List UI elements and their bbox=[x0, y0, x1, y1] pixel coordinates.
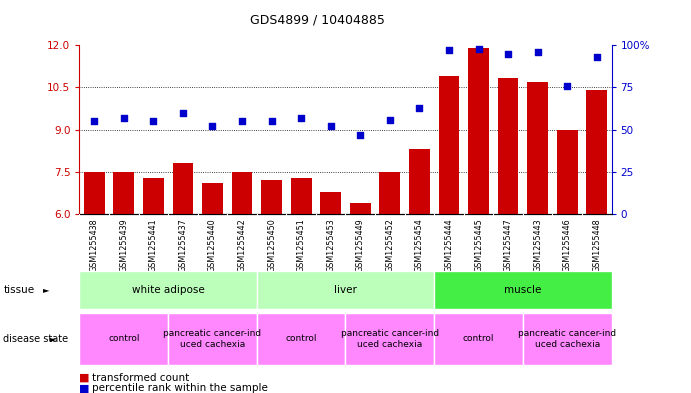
Point bbox=[178, 110, 189, 116]
Bar bbox=[498, 77, 518, 214]
Bar bbox=[350, 203, 370, 214]
Point bbox=[591, 54, 603, 60]
Text: ►: ► bbox=[50, 334, 57, 343]
Bar bbox=[291, 178, 312, 214]
Text: GSM1255441: GSM1255441 bbox=[149, 219, 158, 272]
Text: pancreatic cancer-ind
uced cachexia: pancreatic cancer-ind uced cachexia bbox=[518, 329, 616, 349]
Text: ■: ■ bbox=[79, 383, 90, 393]
Point bbox=[118, 115, 129, 121]
Point bbox=[414, 105, 425, 111]
Bar bbox=[468, 48, 489, 214]
Point bbox=[384, 116, 395, 123]
Bar bbox=[84, 172, 104, 214]
Point bbox=[444, 47, 455, 53]
Text: GDS4899 / 10404885: GDS4899 / 10404885 bbox=[250, 14, 386, 27]
Text: GSM1255440: GSM1255440 bbox=[208, 219, 217, 272]
Text: GSM1255450: GSM1255450 bbox=[267, 219, 276, 272]
Bar bbox=[113, 172, 134, 214]
Bar bbox=[257, 271, 434, 309]
Bar bbox=[346, 313, 434, 365]
Text: white adipose: white adipose bbox=[132, 285, 205, 295]
Text: GSM1255437: GSM1255437 bbox=[178, 219, 187, 272]
Text: disease state: disease state bbox=[3, 334, 68, 344]
Text: GSM1255446: GSM1255446 bbox=[562, 219, 571, 272]
Point bbox=[473, 46, 484, 52]
Bar bbox=[523, 313, 612, 365]
Text: pancreatic cancer-ind
uced cachexia: pancreatic cancer-ind uced cachexia bbox=[341, 329, 439, 349]
Bar bbox=[379, 172, 400, 214]
Bar bbox=[409, 149, 430, 214]
Bar bbox=[257, 313, 346, 365]
Text: control: control bbox=[108, 334, 140, 343]
Text: liver: liver bbox=[334, 285, 357, 295]
Point bbox=[266, 118, 277, 124]
Bar bbox=[79, 271, 257, 309]
Point bbox=[148, 118, 159, 124]
Text: GSM1255451: GSM1255451 bbox=[296, 219, 305, 272]
Text: control: control bbox=[463, 334, 494, 343]
Point bbox=[562, 83, 573, 89]
Text: GSM1255439: GSM1255439 bbox=[120, 219, 129, 272]
Text: ■: ■ bbox=[79, 373, 90, 383]
Text: tissue: tissue bbox=[3, 285, 35, 295]
Bar bbox=[527, 82, 548, 214]
Text: GSM1255443: GSM1255443 bbox=[533, 219, 542, 272]
Bar bbox=[321, 192, 341, 214]
Text: pancreatic cancer-ind
uced cachexia: pancreatic cancer-ind uced cachexia bbox=[163, 329, 262, 349]
Point bbox=[207, 123, 218, 129]
Text: ►: ► bbox=[43, 285, 49, 294]
Text: transformed count: transformed count bbox=[92, 373, 189, 383]
Point bbox=[296, 115, 307, 121]
Bar bbox=[231, 172, 252, 214]
Bar bbox=[79, 313, 168, 365]
Text: GSM1255438: GSM1255438 bbox=[90, 219, 99, 272]
Text: GSM1255448: GSM1255448 bbox=[592, 219, 601, 272]
Bar bbox=[434, 313, 523, 365]
Point bbox=[354, 132, 366, 138]
Text: GSM1255454: GSM1255454 bbox=[415, 219, 424, 272]
Text: percentile rank within the sample: percentile rank within the sample bbox=[92, 383, 268, 393]
Text: GSM1255444: GSM1255444 bbox=[444, 219, 453, 272]
Point bbox=[502, 50, 513, 57]
Point bbox=[532, 49, 543, 55]
Bar bbox=[261, 180, 282, 214]
Text: GSM1255445: GSM1255445 bbox=[474, 219, 483, 272]
Text: muscle: muscle bbox=[504, 285, 542, 295]
Text: GSM1255452: GSM1255452 bbox=[386, 219, 395, 272]
Bar bbox=[557, 130, 578, 214]
Bar bbox=[202, 183, 223, 214]
Point bbox=[325, 123, 337, 129]
Text: control: control bbox=[285, 334, 317, 343]
Bar bbox=[434, 271, 612, 309]
Point bbox=[88, 118, 100, 124]
Bar bbox=[168, 313, 257, 365]
Text: GSM1255447: GSM1255447 bbox=[504, 219, 513, 272]
Text: GSM1255442: GSM1255442 bbox=[238, 219, 247, 272]
Bar bbox=[439, 76, 460, 214]
Text: GSM1255449: GSM1255449 bbox=[356, 219, 365, 272]
Text: GSM1255453: GSM1255453 bbox=[326, 219, 335, 272]
Bar bbox=[143, 178, 164, 214]
Bar bbox=[173, 163, 193, 214]
Bar bbox=[587, 90, 607, 214]
Point bbox=[236, 118, 247, 124]
